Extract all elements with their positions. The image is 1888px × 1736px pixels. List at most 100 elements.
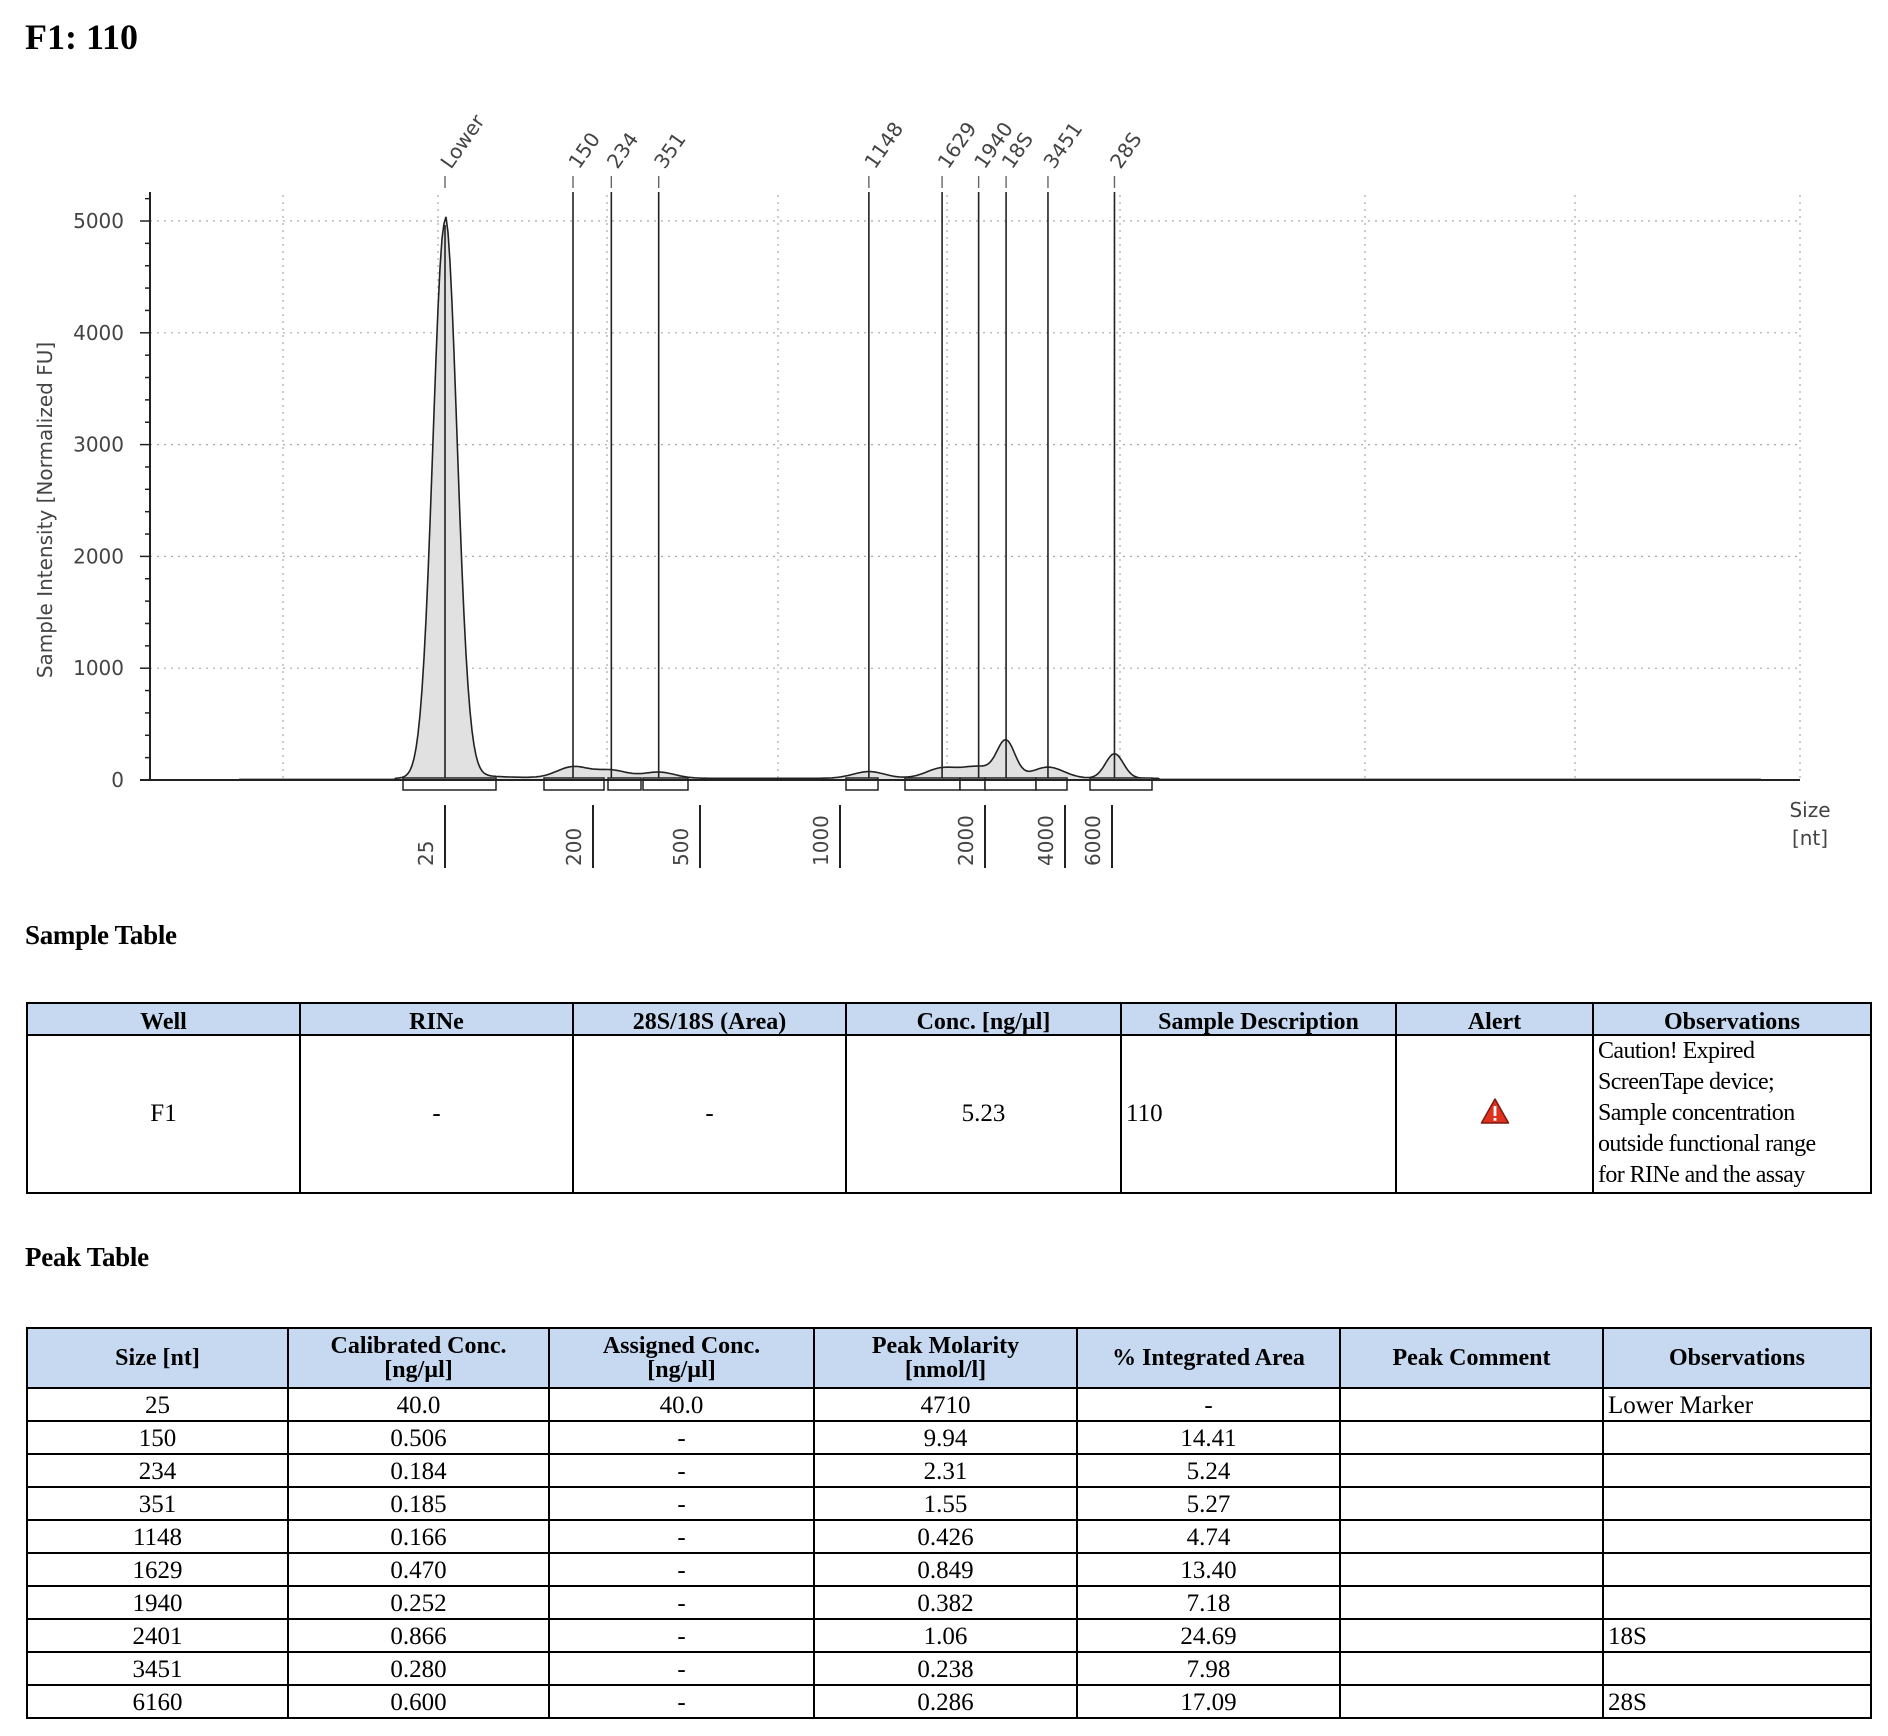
alert-cell <box>1395 1034 1594 1194</box>
column-header: Observations <box>1592 1002 1872 1036</box>
table-row: 351 0.185-1.55 5.27 <box>26 1486 1872 1521</box>
column-header: Calibrated Conc. [ng/µl] <box>287 1327 550 1389</box>
rine-cell: - <box>299 1034 574 1194</box>
column-header-line: Peak Comment <box>1392 1345 1551 1371</box>
observations-cell: Caution! Expired ScreenTape device; Samp… <box>1592 1034 1872 1194</box>
peak-table: Size [nt] Calibrated Conc. [ng/µl] Assigned… <box>26 1327 1872 1719</box>
table-cell <box>1339 1519 1604 1554</box>
x-tick-label: 4000 <box>1034 815 1058 866</box>
table-cell: 1940 <box>26 1585 289 1620</box>
peak-table-title: Peak Table <box>25 1242 149 1272</box>
column-header: Observations <box>1602 1327 1872 1389</box>
conc-cell: 5.23 <box>845 1034 1122 1194</box>
table-cell: - <box>548 1585 815 1620</box>
intensity-trace <box>239 216 1761 781</box>
peak-label: 150 <box>563 128 605 173</box>
table-cell <box>1602 1420 1872 1455</box>
table-cell: 40.0 <box>548 1387 815 1422</box>
description-cell: 110 <box>1120 1034 1397 1194</box>
table-cell: 25 <box>26 1387 289 1422</box>
peak-label: 351 <box>649 128 691 173</box>
table-cell: - <box>548 1420 815 1455</box>
table-cell <box>1339 1618 1604 1653</box>
warning-triangle-icon <box>1480 1097 1509 1124</box>
table-row: 234 0.184-2.31 5.24 <box>26 1453 1872 1488</box>
table-cell: 5.24 <box>1076 1453 1341 1488</box>
table-cell: - <box>548 1651 815 1686</box>
table-cell: 13.40 <box>1076 1552 1341 1587</box>
table-cell: 0.600 <box>287 1684 550 1719</box>
table-cell <box>1602 1486 1872 1521</box>
table-cell: 9.94 <box>813 1420 1078 1455</box>
table-cell: 1629 <box>26 1552 289 1587</box>
table-cell: 17.09 <box>1076 1684 1341 1719</box>
table-cell: 0.506 <box>287 1420 550 1455</box>
peak-label: 1148 <box>859 117 908 172</box>
table-cell: 0.470 <box>287 1552 550 1587</box>
x-tick-label: 25 <box>414 841 438 866</box>
table-cell: 7.18 <box>1076 1585 1341 1620</box>
table-cell: - <box>1076 1387 1341 1422</box>
column-header-line: [ng/µl] <box>384 1357 453 1383</box>
column-header-line: Calibrated Conc. <box>330 1333 507 1359</box>
y-tick-label: 1000 <box>73 656 124 680</box>
table-cell: 0.238 <box>813 1651 1078 1686</box>
table-cell <box>1602 1453 1872 1488</box>
table-cell <box>1339 1453 1604 1488</box>
peak-label: 234 <box>602 128 644 173</box>
table-cell: 5.27 <box>1076 1486 1341 1521</box>
column-header-line: Assigned Conc. <box>602 1333 761 1359</box>
table-cell: 1.06 <box>813 1618 1078 1653</box>
column-header: % Integrated Area <box>1076 1327 1341 1389</box>
peak-label: Lower <box>435 110 489 173</box>
table-cell: Lower Marker <box>1602 1387 1872 1422</box>
table-cell <box>1602 1585 1872 1620</box>
ratio-cell: - <box>572 1034 847 1194</box>
x-tick-labels: 25 200 500 1000 2000 4000 6000 <box>414 805 1113 868</box>
table-cell: 234 <box>26 1453 289 1488</box>
table-cell <box>1602 1552 1872 1587</box>
table-cell: 7.98 <box>1076 1651 1341 1686</box>
table-cell <box>1339 1585 1604 1620</box>
peak-label: 28S <box>1105 128 1147 173</box>
table-cell: 24.69 <box>1076 1618 1341 1653</box>
table-cell <box>1339 1684 1604 1719</box>
sample-table-title: Sample Table <box>25 920 177 950</box>
table-cell: 6160 <box>26 1684 289 1719</box>
table-cell: 0.252 <box>287 1585 550 1620</box>
x-axis-label: Size <box>1789 798 1830 822</box>
table-cell: 0.185 <box>287 1486 550 1521</box>
observation-line: Caution! Expired <box>1598 1038 1755 1064</box>
table-cell: 0.286 <box>813 1684 1078 1719</box>
table-row: 25 40.0 40.0 4710- Lower Marker <box>26 1387 1872 1422</box>
table-cell: 4.74 <box>1076 1519 1341 1554</box>
table-cell: 18S <box>1602 1618 1872 1653</box>
table-row: 1629 0.470-0.849 13.40 <box>26 1552 1872 1587</box>
column-header: RINe <box>299 1002 574 1036</box>
table-cell: - <box>548 1618 815 1653</box>
table-row: F1 - - 5.23 110 Caution! Expired ScreenT… <box>26 1034 1872 1194</box>
table-cell <box>1339 1486 1604 1521</box>
peak-table-header: Size [nt] Calibrated Conc. [ng/µl] Assigned… <box>26 1327 1872 1389</box>
x-tick-label: 1000 <box>809 815 833 866</box>
column-header-line: % Integrated Area <box>1112 1345 1305 1371</box>
table-cell <box>1339 1651 1604 1686</box>
sample-table-header: Well RINe 28S/18S (Area) Conc. [ng/µl] S… <box>26 1002 1872 1036</box>
table-cell <box>1339 1420 1604 1455</box>
observation-line: outside functional range <box>1598 1131 1816 1157</box>
column-header-line: Peak Molarity <box>871 1333 1020 1359</box>
column-header-line: Observations <box>1668 1345 1805 1371</box>
y-tick-label: 2000 <box>73 544 124 568</box>
table-row: 6160 0.600-0.286 17.09 28S <box>26 1684 1872 1719</box>
column-header: Conc. [ng/µl] <box>845 1002 1122 1036</box>
chart-axes <box>140 192 1800 781</box>
x-tick-label: 6000 <box>1081 815 1105 866</box>
column-header-line: [ng/µl] <box>647 1357 716 1383</box>
table-cell: 0.426 <box>813 1519 1078 1554</box>
observation-line: Sample concentration <box>1598 1100 1795 1126</box>
table-cell: 4710 <box>813 1387 1078 1422</box>
y-tick-labels: 0 1000 2000 3000 4000 5000 <box>73 209 124 792</box>
column-header: Assigned Conc. [ng/µl] <box>548 1327 815 1389</box>
table-row: 1148 0.166-0.426 4.74 <box>26 1519 1872 1554</box>
column-header: Well <box>26 1002 301 1036</box>
